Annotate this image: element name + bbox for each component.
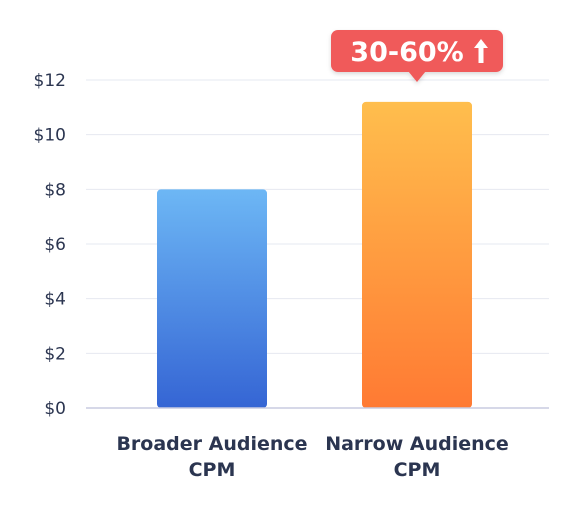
category-label: CPM <box>189 459 236 481</box>
arrow-up-icon <box>474 39 488 63</box>
bar-1 <box>157 189 267 408</box>
bar-2 <box>362 101 472 408</box>
category-label: CPM <box>394 459 441 481</box>
y-tick-label: $6 <box>44 235 66 255</box>
y-tick-label: $0 <box>44 399 66 419</box>
category-labels: Broader Audience CPM Narrow Audience CPM <box>116 433 508 481</box>
y-tick-label: $12 <box>34 71 66 91</box>
bars <box>157 101 472 408</box>
category-label: Broader Audience <box>116 433 307 455</box>
y-tick-label: $10 <box>34 126 66 146</box>
y-tick-label: $8 <box>44 180 66 200</box>
category-label: Narrow Audience <box>325 433 509 455</box>
grid-lines <box>86 79 549 354</box>
increase-badge: 30-60% <box>331 30 503 82</box>
y-tick-label: $4 <box>44 290 66 310</box>
badge-background <box>331 30 503 72</box>
badge-pointer <box>408 71 426 82</box>
badge-label: 30-60% <box>350 37 463 68</box>
y-tick-label: $2 <box>44 344 66 364</box>
y-axis-ticks: $0 $2 $4 $6 $8 $10 $12 <box>34 71 66 419</box>
